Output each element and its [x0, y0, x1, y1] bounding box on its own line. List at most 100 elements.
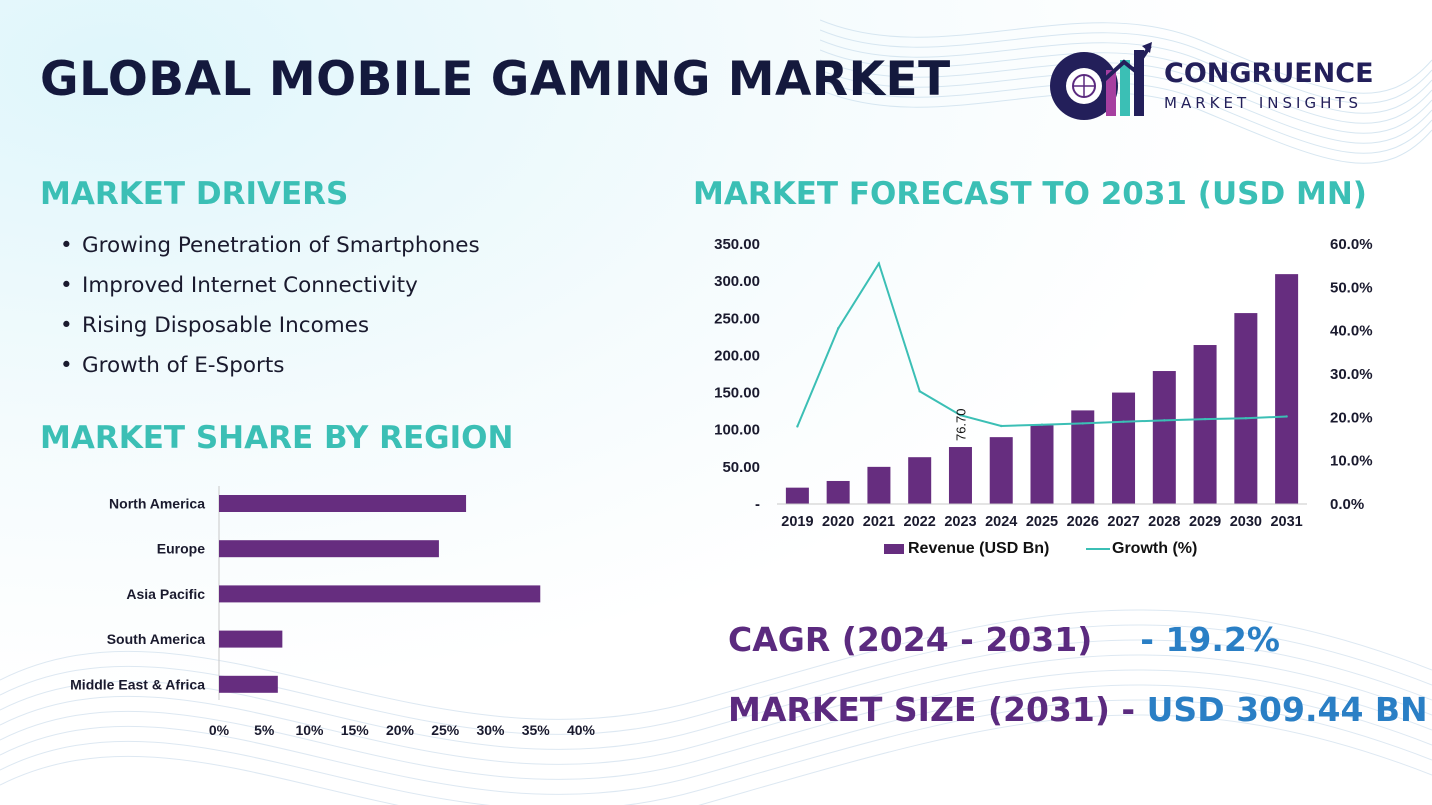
forecast-x-tick-label: 2019 [781, 514, 813, 530]
region-x-tick-label: 30% [476, 722, 505, 738]
forecast-revenue-bar [826, 480, 850, 504]
forecast-y-right-tick-label: 30.0% [1330, 366, 1373, 383]
driver-item: • Growth of E-Sports [60, 350, 480, 390]
region-bar [219, 675, 278, 693]
forecast-growth-point [959, 413, 962, 417]
forecast-growth-point [1000, 424, 1003, 428]
forecast-growth-point [1285, 415, 1288, 418]
region-category-label: North America [109, 496, 205, 512]
background-wave-bottom [0, 609, 1432, 805]
forecast-growth-point [836, 327, 840, 330]
forecast-revenue-bar [1152, 371, 1176, 504]
region-category-label: Asia Pacific [126, 586, 205, 602]
forecast-x-tick-label: 2021 [863, 514, 895, 530]
forecast-x-tick-label: 2026 [1067, 514, 1099, 530]
market-size-label: MARKET SIZE (2031) [728, 690, 1110, 729]
forecast-x-tick-label: 2025 [1026, 514, 1058, 530]
forecast-y-right-tick-label: 10.0% [1330, 453, 1373, 470]
market-size-value: USD 309.44 BN [1146, 690, 1428, 729]
forecast-growth-point [796, 425, 799, 428]
drivers-list: • Growing Penetration of Smartphones • Imp… [60, 230, 480, 390]
region-x-tick-label: 5% [254, 722, 275, 738]
driver-item: • Improved Internet Connectivity [60, 270, 480, 310]
forecast-y-right-tick-label: 50.0% [1330, 279, 1373, 296]
forecast-data-label: 76.70 [953, 408, 968, 441]
forecast-x-tick-label: 2023 [944, 514, 976, 530]
region-bar [219, 540, 439, 558]
bullet-icon: • [60, 353, 73, 378]
forecast-revenue-bar [1193, 345, 1217, 504]
forecast-growth-point [1081, 422, 1084, 425]
cagr-stat: CAGR (2024 - 2031) - 19.2% [728, 620, 1280, 659]
legend-growth-label: Growth (%) [1112, 540, 1198, 557]
legend-revenue: Revenue (USD Bn) [884, 540, 1049, 558]
forecast-growth-point [1244, 417, 1248, 420]
market-drivers-heading: MARKET DRIVERS [40, 176, 349, 212]
driver-text: Improved Internet Connectivity [82, 273, 418, 298]
forecast-revenue-bar [1234, 313, 1258, 504]
market-size-dash: - [1121, 690, 1136, 729]
brand-name: CONGRUENCE [1164, 58, 1374, 89]
legend-bar-swatch [884, 543, 904, 554]
forecast-y-left-tick-label: 100.00 [714, 422, 760, 439]
forecast-growth-point [877, 262, 881, 265]
region-bar [219, 585, 541, 603]
forecast-y-right-tick-label: 40.0% [1330, 323, 1373, 340]
driver-text: Growing Penetration of Smartphones [82, 233, 480, 258]
bullet-icon: • [60, 233, 73, 258]
forecast-growth-point [1122, 420, 1125, 423]
forecast-revenue-bar [1112, 392, 1136, 504]
driver-item: • Rising Disposable Incomes [60, 310, 480, 350]
region-x-tick-label: 15% [341, 722, 370, 738]
region-x-tick-label: 35% [522, 722, 551, 738]
forecast-growth-point [1040, 423, 1044, 426]
forecast-growth-point [1203, 417, 1207, 421]
forecast-growth-point [918, 390, 921, 393]
forecast-y-right-tick-label: 60.0% [1330, 236, 1373, 253]
forecast-x-tick-label: 2024 [985, 514, 1017, 530]
forecast-revenue-bar [1030, 425, 1054, 504]
region-x-tick-label: 0% [209, 722, 230, 738]
forecast-revenue-bar [867, 466, 891, 504]
forecast-y-left-tick-label: - [755, 496, 760, 513]
legend-revenue-label: Revenue (USD Bn) [908, 540, 1050, 557]
region-category-label: Middle East & Africa [70, 676, 205, 692]
forecast-x-tick-label: 2028 [1148, 514, 1180, 530]
region-x-tick-label: 10% [295, 722, 324, 738]
forecast-x-tick-label: 2030 [1230, 514, 1262, 530]
forecast-x-tick-label: 2020 [822, 514, 854, 530]
region-bar [219, 630, 283, 648]
forecast-y-left-tick-label: 50.00 [722, 459, 760, 476]
forecast-revenue-bar [1275, 274, 1299, 504]
brand-logo: CONGRUENCE MARKET INSIGHTS [1046, 42, 1406, 122]
forecast-heading: MARKET FORECAST TO 2031 (USD MN) [693, 176, 1367, 212]
cagr-value: - 19.2% [1140, 620, 1280, 659]
forecast-x-tick-label: 2029 [1189, 514, 1221, 530]
forecast-x-tick-label: 2022 [904, 514, 936, 530]
forecast-x-tick-label: 2027 [1107, 514, 1139, 530]
forecast-y-left-tick-label: 250.00 [714, 310, 760, 327]
region-category-label: South America [107, 631, 205, 647]
forecast-growth-point [1163, 419, 1166, 422]
bullet-icon: • [60, 273, 73, 298]
forecast-y-left-tick-label: 150.00 [714, 385, 760, 402]
region-x-tick-label: 40% [567, 722, 596, 738]
driver-item: • Growing Penetration of Smartphones [60, 230, 480, 270]
background-wave-top [820, 19, 1432, 164]
forecast-y-left-tick-label: 350.00 [714, 236, 760, 253]
forecast-revenue-bar [989, 437, 1013, 504]
forecast-y-left-tick-label: 200.00 [714, 347, 760, 364]
driver-text: Growth of E-Sports [82, 353, 285, 378]
region-bar [219, 495, 467, 512]
forecast-y-left-tick-label: 300.00 [714, 273, 760, 290]
forecast-x-tick-label: 2031 [1270, 514, 1302, 530]
legend-line-swatch [1086, 547, 1110, 550]
driver-text: Rising Disposable Incomes [82, 313, 370, 338]
market-size-stat: MARKET SIZE (2031) - USD 309.44 BN [728, 690, 1428, 729]
page-title: GLOBAL MOBILE GAMING MARKET [40, 52, 951, 107]
logo-mark-icon [1050, 42, 1152, 120]
forecast-revenue-bar [948, 447, 972, 504]
region-share-chart: North America Europe Asia Pacific South Ame… [70, 486, 596, 738]
forecast-revenue-bar [1071, 410, 1095, 504]
